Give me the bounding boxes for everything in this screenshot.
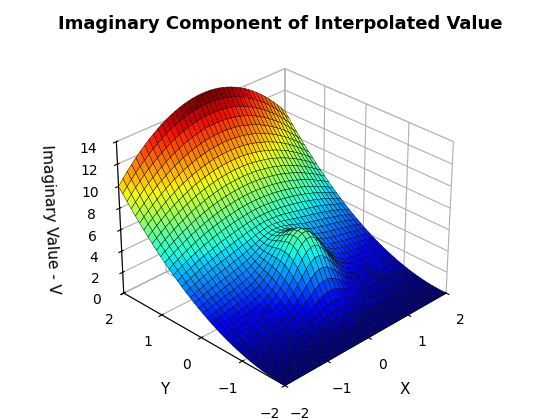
X-axis label: X: X bbox=[400, 382, 410, 397]
Y-axis label: Y: Y bbox=[160, 382, 170, 397]
Title: Imaginary Component of Interpolated Value: Imaginary Component of Interpolated Valu… bbox=[58, 15, 502, 33]
